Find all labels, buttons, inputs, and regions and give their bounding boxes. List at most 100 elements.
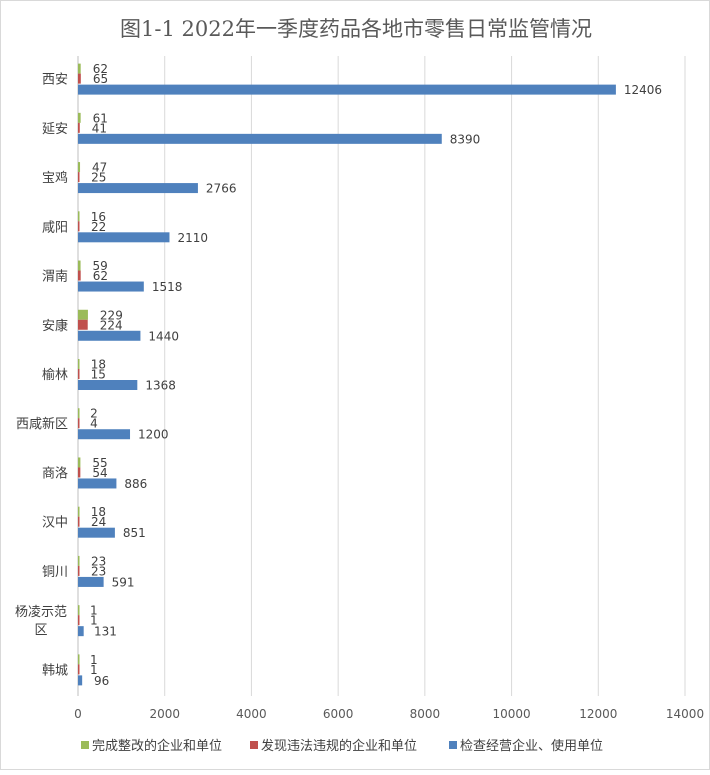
bar [78,576,104,587]
data-label: 12406 [624,83,662,97]
data-label: 1 [90,663,98,677]
data-label: 591 [112,575,135,589]
bar [78,527,115,538]
bar [78,408,80,419]
bar [78,319,88,330]
data-label: 1440 [148,329,179,343]
data-label: 16 [91,210,106,224]
data-label: 1368 [145,379,176,393]
category-label: 渭南 [42,269,68,285]
category-label: 宝鸡 [42,170,68,186]
category-label: 韩城 [42,663,68,678]
data-label: 15 [91,368,106,382]
category-label: 榆林 [42,368,68,383]
data-label: 8390 [450,132,481,146]
bar [78,330,141,341]
bar [78,654,80,665]
x-tick-label: 4000 [236,707,267,721]
category-label: 杨凌示范 [15,605,67,620]
data-label: 47 [92,161,107,175]
data-label: 1518 [152,280,183,294]
legend-label: 发现违法违规的企业和单位 [261,738,417,754]
x-tick-label: 6000 [323,707,354,721]
category-label: 延安 [42,122,68,137]
bar [78,162,81,173]
data-label: 1 [90,604,98,618]
data-label: 25 [91,171,106,185]
bar [78,221,80,232]
x-tick-label: 10000 [492,707,530,721]
data-label: 229 [100,308,123,322]
bar [78,260,81,271]
category-label: 商洛 [42,466,68,481]
bar [78,380,138,390]
data-label: 24 [91,515,106,529]
data-label: 886 [124,477,147,491]
x-tick-label: 12000 [579,707,617,721]
bar [78,664,80,675]
bar [78,457,81,468]
bar [78,565,80,576]
bar [78,675,83,686]
x-tick-label: 8000 [410,707,441,721]
bar [78,605,80,616]
bar [78,418,80,429]
x-tick-label: 0 [74,707,82,721]
data-label: 54 [92,466,107,480]
bar [78,122,80,133]
bar [78,232,170,243]
bar [78,506,80,517]
data-label: 224 [100,318,123,332]
data-label: 131 [94,625,117,639]
data-label: 59 [93,259,108,273]
bar [78,369,80,379]
chart-title: 图1-1 2022年一季度药品各地市零售日常监管情况 [120,17,592,41]
bar [78,359,80,369]
category-label: 咸阳 [42,220,68,235]
data-label: 96 [94,674,109,688]
bar [78,516,80,527]
bar [78,478,117,489]
data-label: 2110 [177,231,208,245]
legend-swatch [81,741,89,749]
data-label: 2766 [206,182,237,196]
data-label: 1200 [138,428,169,442]
data-label: 23 [91,554,106,568]
bar [78,626,84,637]
bar [78,281,144,292]
data-label: 62 [93,62,108,76]
bar [78,309,88,320]
data-label: 1 [90,653,98,667]
legend-label: 完成整改的企业和单位 [92,738,222,754]
bar [78,112,81,123]
bar [78,63,81,74]
data-label: 851 [123,526,146,540]
bar [78,133,442,144]
legend-swatch [250,741,258,749]
bar [78,73,81,84]
bar [78,211,80,222]
category-label: 安康 [42,318,68,334]
x-tick-label: 2000 [149,707,180,721]
category-label: 铜川 [42,565,68,580]
category-label: 汉中 [42,516,68,531]
bar [78,84,616,95]
data-label: 23 [91,564,106,578]
category-label: 西安 [42,73,68,88]
bar [78,183,198,194]
x-tick-label: 14000 [666,707,704,721]
bar [78,172,80,183]
bar [78,429,131,440]
bar [78,555,80,566]
data-label: 4 [90,417,98,431]
category-label: 西咸新区 [16,416,68,432]
bar [78,270,81,281]
data-label: 18 [91,505,106,519]
category-label: 区 [34,623,47,638]
bar [78,467,81,478]
data-label: 41 [92,121,107,135]
data-label: 62 [93,269,108,283]
data-label: 65 [93,72,108,86]
